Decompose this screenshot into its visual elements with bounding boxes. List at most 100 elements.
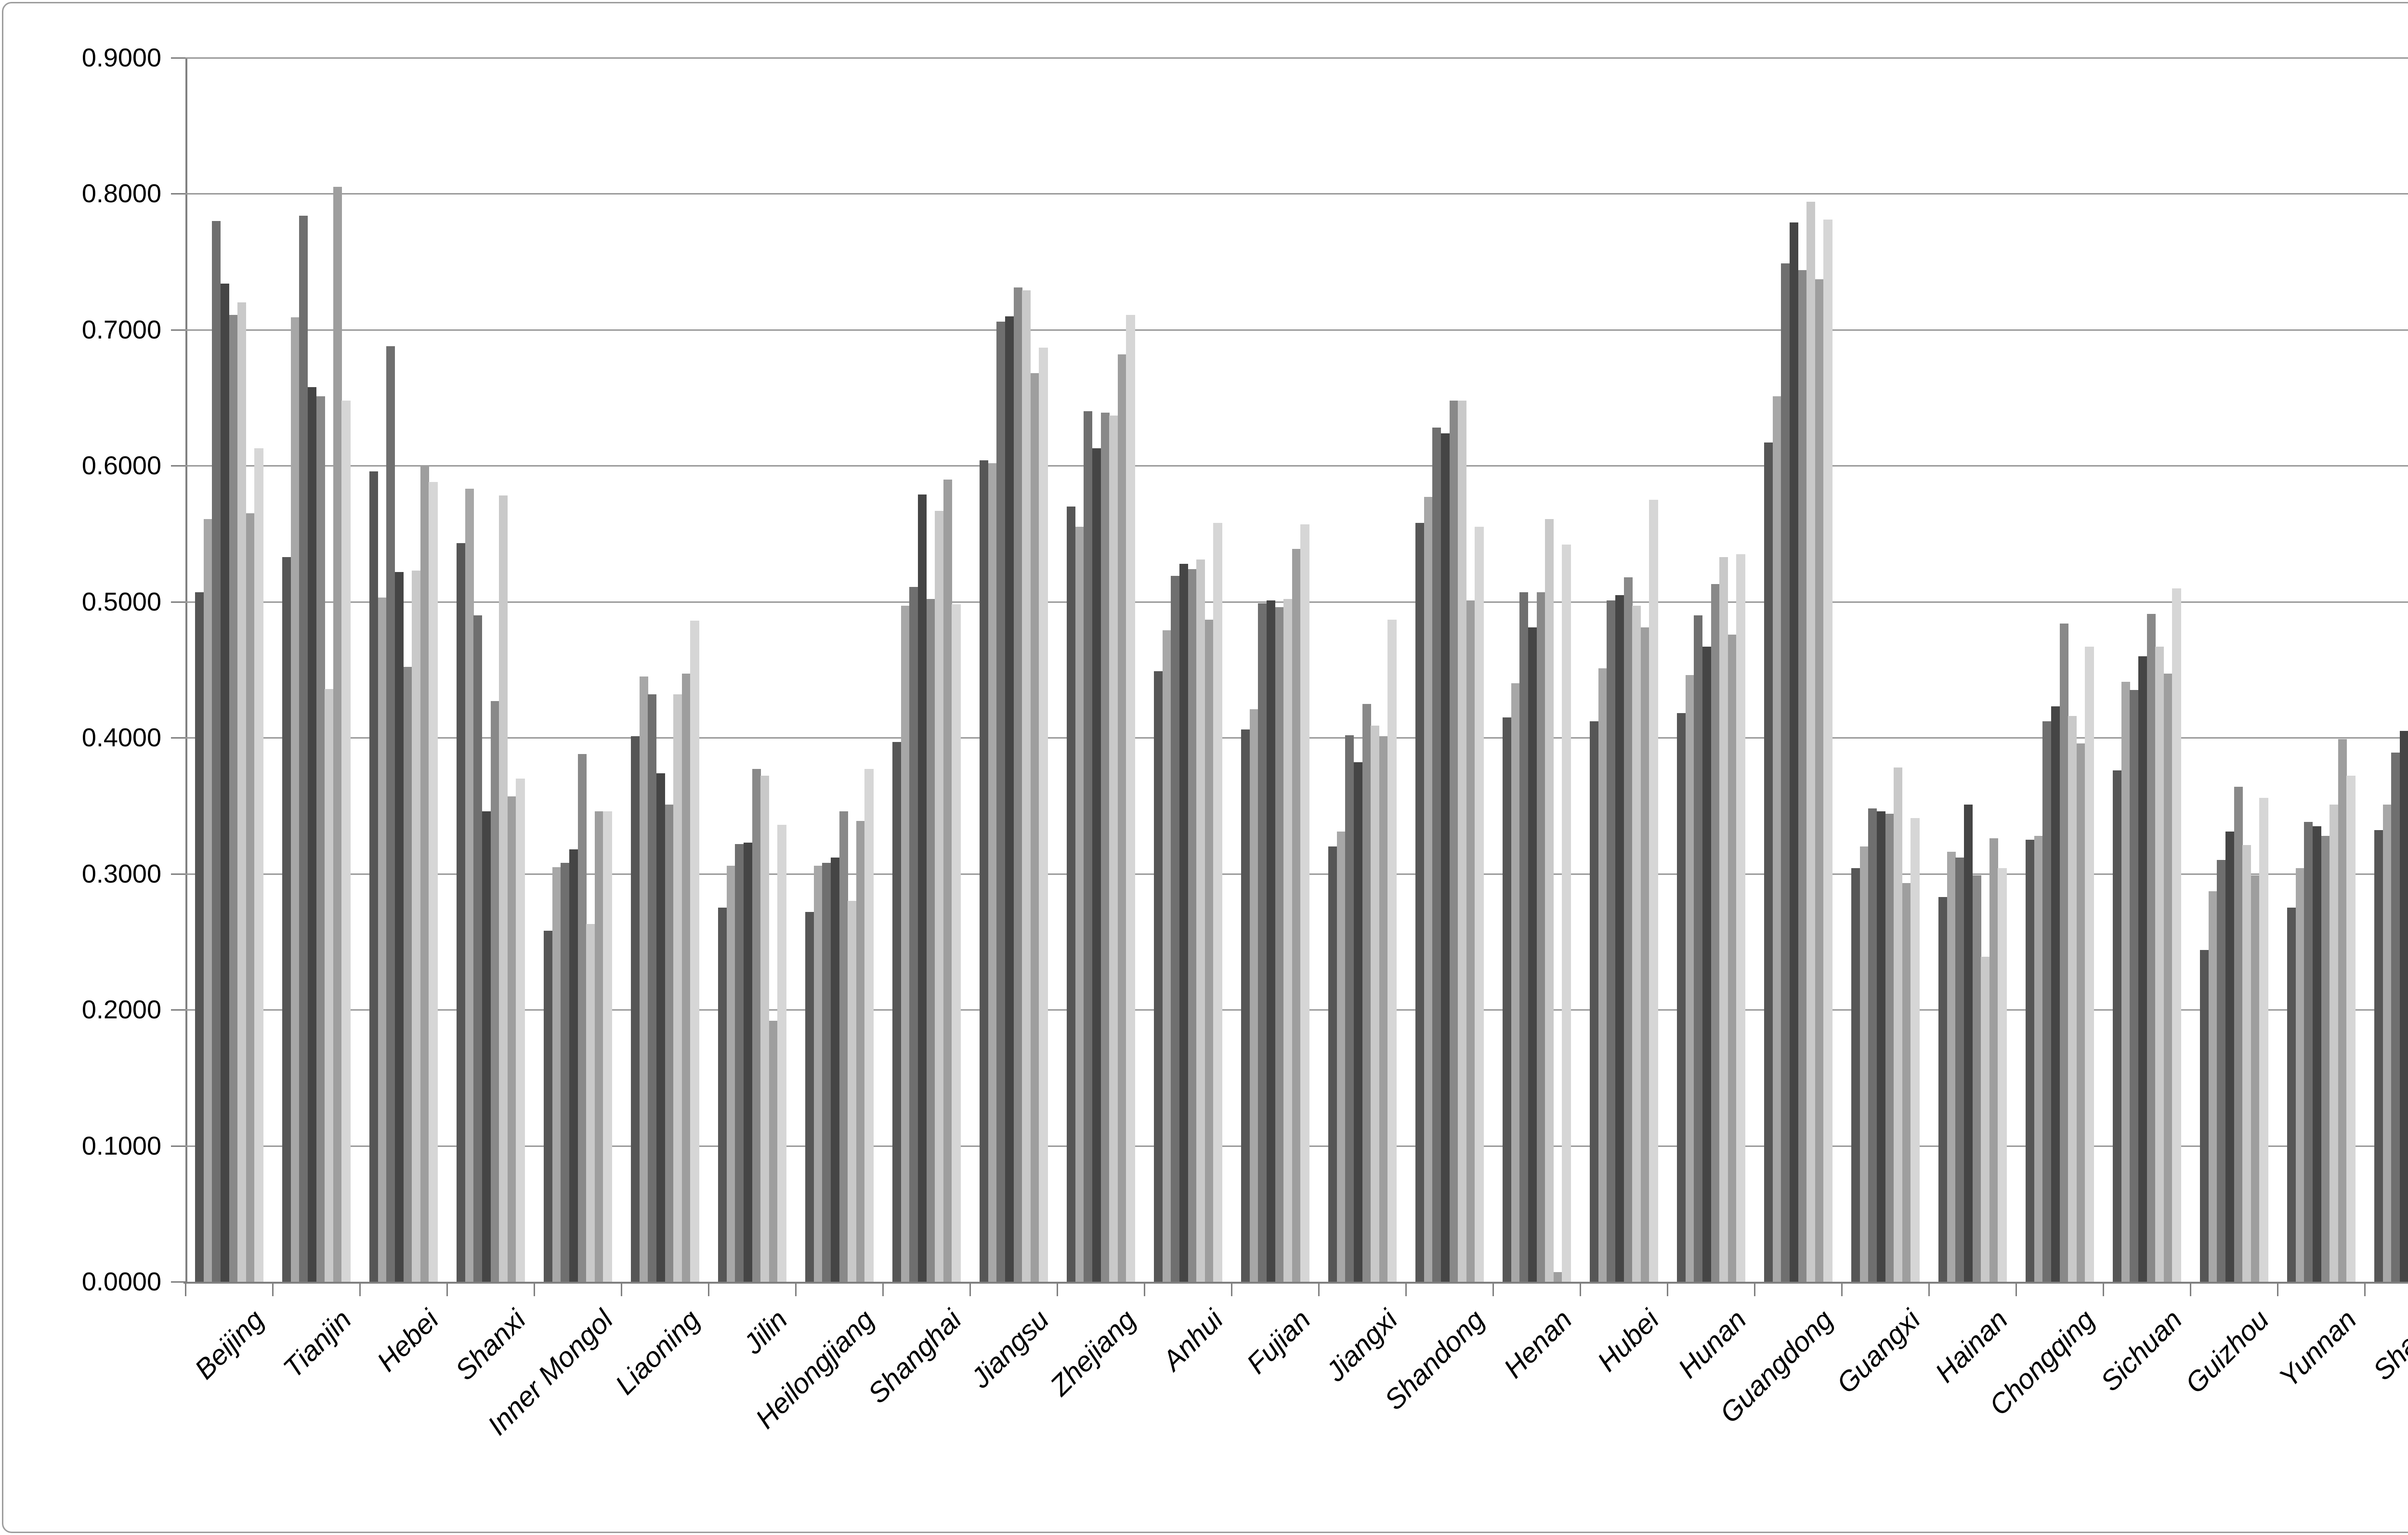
bar-Fujian-2014: [1249, 709, 1258, 1282]
bar-Guangxi-2013: [1851, 868, 1860, 1282]
bar-Henan-2020: [1562, 545, 1571, 1282]
bar-Hainan-2018: [1981, 956, 1990, 1282]
bar-Hunan-2016: [1702, 647, 1711, 1282]
bar-Guangdong-2013: [1764, 442, 1773, 1282]
bar-Jilin-2014: [726, 865, 735, 1282]
bar-Henan-2016: [1528, 627, 1537, 1282]
x-axis-tick: [1318, 1282, 1320, 1296]
bar-Inner Mongol-2020: [603, 811, 612, 1282]
bar-Hubei-2018: [1632, 606, 1641, 1282]
bar-Fujian-2015: [1258, 603, 1267, 1282]
x-axis-tick: [359, 1282, 361, 1296]
bar-Hubei-2020: [1649, 499, 1658, 1282]
bar-Beijing-2018: [237, 302, 247, 1282]
bar-Shanxi-2016: [2399, 731, 2408, 1282]
x-axis-tick: [1405, 1282, 1407, 1296]
bar-Henan-2017: [1536, 592, 1545, 1282]
bar-Guangdong-2015: [1781, 263, 1790, 1282]
bar-Sichuan-2016: [2138, 656, 2147, 1282]
bar-Henan-2015: [1519, 592, 1529, 1282]
bar-Anhui-2016: [1179, 563, 1188, 1282]
x-axis-tick: [185, 1282, 186, 1296]
bar-Shanghai-2019: [943, 479, 952, 1282]
gridline: [185, 465, 2408, 467]
bar-Hebei-2014: [378, 598, 387, 1282]
x-axis-tick: [795, 1282, 797, 1296]
x-axis-tick: [882, 1282, 884, 1296]
bar-Liaoning-2014: [639, 676, 648, 1282]
bar-Jiangxi-2017: [1362, 703, 1371, 1282]
bar-Guangdong-2018: [1806, 202, 1816, 1282]
bar-Sichuan-2020: [2172, 588, 2181, 1282]
x-axis-tick: [2103, 1282, 2104, 1296]
bar-Guangxi-2017: [1885, 814, 1894, 1282]
bar-Shanxi-2015: [2391, 753, 2400, 1282]
bar-Hainan-2020: [1998, 868, 2007, 1282]
y-axis-label: 0.7000: [81, 315, 161, 344]
bar-Shandong-2015: [1432, 428, 1441, 1282]
x-axis-tick: [1057, 1282, 1058, 1296]
bar-Beijing-2013: [195, 592, 204, 1282]
bar-Chongqing-2015: [2042, 721, 2052, 1282]
y-axis-label: 0.1000: [81, 1131, 161, 1160]
bar-Guangxi-2016: [1876, 811, 1885, 1282]
bar-Jiangxi-2016: [1353, 762, 1362, 1282]
bar-Hubei-2017: [1623, 577, 1633, 1282]
bar-Guangxi-2014: [1859, 846, 1869, 1282]
bar-Guangdong-2020: [1823, 220, 1832, 1282]
x-axis-tick: [708, 1282, 709, 1296]
bar-Shandong-2018: [1458, 400, 1467, 1282]
bar-Henan-2019: [1553, 1272, 1562, 1282]
bar-Fujian-2019: [1292, 548, 1301, 1282]
y-axis-label: 0.8000: [81, 179, 161, 208]
bar-Shanghai-2018: [935, 510, 944, 1282]
bar-Hainan-2016: [1963, 804, 1973, 1282]
bar-Tianjin-2019: [333, 187, 342, 1282]
bar-Shandong-2020: [1475, 527, 1484, 1282]
y-axis-label: 0.5000: [81, 587, 161, 616]
bar-Hubei-2013: [1589, 721, 1599, 1282]
bar-Beijing-2020: [254, 448, 263, 1282]
bar-Liaoning-2016: [656, 773, 665, 1282]
y-axis-label: 0.3000: [81, 859, 161, 888]
bar-Shanghai-2013: [892, 741, 902, 1282]
bar-Jiangsu-2013: [979, 460, 989, 1282]
y-axis-tick: [171, 601, 185, 603]
gridline: [185, 57, 2408, 59]
bar-Hubei-2016: [1615, 595, 1624, 1282]
bar-Jilin-2020: [777, 825, 786, 1282]
bar-Jilin-2015: [735, 844, 744, 1282]
bar-Liaoning-2020: [690, 621, 699, 1282]
bar-Shanxi-2015: [473, 615, 483, 1282]
bar-Shanxi-2014: [465, 489, 474, 1282]
bar-Guizhou-2016: [2225, 832, 2234, 1282]
bar-Sichuan-2018: [2155, 647, 2164, 1282]
bar-Chongqing-2020: [2085, 647, 2094, 1282]
bar-Jiangxi-2020: [1387, 619, 1397, 1282]
bar-Jiangxi-2019: [1379, 736, 1388, 1282]
x-axis-tick: [1231, 1282, 1232, 1296]
y-axis-tick: [171, 329, 185, 331]
bar-Henan-2013: [1502, 717, 1512, 1282]
bar-Beijing-2019: [246, 513, 255, 1282]
bar-Hubei-2019: [1640, 627, 1649, 1282]
bar-Zhejiang-2020: [1126, 314, 1135, 1282]
bar-Yunnan-2013: [2287, 908, 2296, 1282]
bar-Inner Mongol-2014: [552, 867, 561, 1282]
y-axis-tick: [171, 193, 185, 195]
bar-Inner Mongol-2013: [543, 931, 553, 1282]
bar-Yunnan-2015: [2304, 822, 2313, 1282]
bar-Hainan-2017: [1972, 875, 1981, 1282]
bar-Jiangsu-2020: [1039, 347, 1048, 1282]
bar-Jiangsu-2016: [1005, 316, 1014, 1282]
bar-Guizhou-2013: [2199, 950, 2209, 1282]
bar-Guangdong-2017: [1798, 270, 1807, 1282]
bar-Shanxi-2014: [2382, 804, 2392, 1282]
bar-Inner Mongol-2017: [577, 754, 587, 1282]
bar-Zhejiang-2014: [1075, 527, 1084, 1282]
bar-Hebei-2013: [369, 471, 379, 1282]
bar-Hubei-2015: [1607, 600, 1616, 1282]
x-axis-tick: [1841, 1282, 1843, 1296]
bar-Guangxi-2015: [1868, 808, 1877, 1282]
bar-Anhui-2014: [1162, 630, 1171, 1282]
